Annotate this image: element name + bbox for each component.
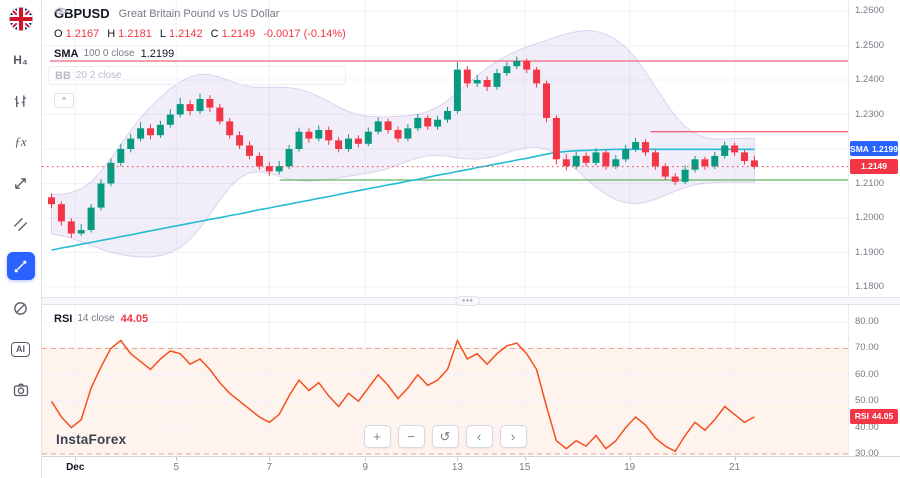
camera-icon [12,381,30,399]
time-axis-label: Dec [66,462,85,473]
ohlc-row: O 1.2167 H 1.2181 L 1.2142 C 1.2149 -0.0017 … [54,26,346,41]
bars-chart-icon [12,93,29,110]
eraser-tool-button[interactable] [7,295,35,321]
time-axis-tick [629,457,631,461]
rsi-axis[interactable]: RSI 44.05 80.00 70.00 60.00 50.00 40.00 30.00 [848,305,900,459]
pattern-tool-button-active[interactable] [6,252,35,280]
rsi-axis-label: 70.00 [855,342,879,354]
scroll-right-button[interactable]: › [499,425,527,448]
price-axis-label: 1.2100 [855,177,885,189]
indicators-fx-label: ƒx [14,134,27,149]
price-axis-label: 1.1900 [855,246,885,258]
sma-indicator-params: 100 0 close [83,48,135,59]
bb-indicator-params: 20 2 close [75,70,122,81]
high-label: H [107,27,116,40]
open-value: 1.2167 [65,27,100,40]
symbol-name: GBPUSD [54,6,110,21]
zoom-out-button[interactable]: − [397,425,425,448]
sma-legend-row[interactable]: SMA 100 0 close 1.2199 [54,46,346,61]
time-axis-tick [734,457,736,461]
main-chart-pane[interactable]: GBPUSD Great Britain Pound vs US Dollar … [42,0,900,297]
rsi-axis-label: 50.00 [855,395,879,407]
price-axis-label: 1.2600 [855,5,885,16]
bb-legend-row[interactable]: BB 20 2 close [48,7,346,85]
diagonal-arrows-icon [12,175,29,192]
rsi-legend-row[interactable]: RSI 14 close 44.05 [54,311,148,326]
pane-separator: ••• [42,296,900,306]
slash-circle-icon [12,300,29,317]
time-axis-tick [365,457,367,461]
rsi-axis-label: 60.00 [855,368,879,380]
close-value: 1.2149 [221,27,256,40]
time-axis-label: 5 [173,462,180,473]
indicators-button[interactable]: ƒx [7,129,35,155]
scroll-left-button[interactable]: ‹ [465,425,493,448]
time-axis-tick [269,457,271,461]
low-label: L [159,27,166,40]
time-axis-tick [75,457,77,461]
time-axis-label: 15 [519,462,531,473]
low-value: 1.2142 [168,27,203,40]
legend-collapse-button[interactable]: ^ [54,93,74,108]
brush-tool-button[interactable] [7,211,35,237]
time-axis-label: 21 [729,462,741,473]
rsi-axis-label: 40.00 [855,421,879,433]
timeframe-button[interactable]: H₄ [7,47,35,73]
bb-indicator-name: BB [55,69,71,82]
trend-segment-icon [12,258,29,275]
last-price-badge: 1.2149 [850,158,898,174]
price-axis-label: 1.1800 [855,281,885,292]
rsi-axis-label: 30.00 [855,448,879,459]
zoom-in-button[interactable]: + [363,425,391,448]
time-axis-tick [176,457,178,461]
rsi-indicator-name: RSI [54,312,73,325]
price-axis-label: 1.2400 [855,74,885,85]
time-axis[interactable]: Dec 5 7 9 13 15 19 21 [42,456,900,478]
timeframe-label: H₄ [13,53,28,67]
rsi-axis-label: 80.00 [855,316,879,327]
time-axis-label: 9 [362,462,369,473]
pane-resize-handle[interactable]: ••• [455,296,481,306]
time-axis-label: 19 [624,462,636,473]
price-axis[interactable]: SMA 1.2199 1.2149 1.2600 1.2500 1.2400 1.230… [848,0,900,297]
rsi-indicator-value: 44.05 [120,312,149,325]
sma-indicator-value: 1.2199 [140,47,175,60]
price-axis-label: 1.2300 [855,108,885,120]
candlestick-chart[interactable] [42,0,848,297]
chevron-up-icon: ^ [62,96,66,105]
chart-region: GBPUSD Great Britain Pound vs US Dollar … [42,0,900,478]
price-axis-label: 1.2500 [855,39,885,51]
trend-line-tool-button[interactable] [7,170,35,196]
time-axis-tick [457,457,459,461]
account-flag-button[interactable] [7,6,35,32]
sma-price-badge: SMA 1.2199 [850,141,898,157]
symbol-row[interactable]: GBPUSD Great Britain Pound vs US Dollar [54,6,346,21]
symbol-description: Great Britain Pound vs US Dollar [118,7,280,20]
time-axis-tick [524,457,526,461]
chart-legend: GBPUSD Great Britain Pound vs US Dollar … [48,6,346,90]
ai-label: AI [11,341,30,357]
high-value: 1.2181 [118,27,152,40]
chart-type-button[interactable] [7,88,35,114]
rsi-pane[interactable]: RSI 14 close 44.05 InstaForex + − ↺ ‹ › … [42,305,900,459]
snapshot-tool-button[interactable] [7,377,35,403]
close-label: C [210,27,219,40]
broker-watermark: InstaForex [56,432,127,447]
time-axis-label: 13 [451,462,463,473]
time-axis-label: 7 [266,462,273,473]
price-axis-label: 1.2000 [855,212,885,223]
ai-tool-button[interactable]: AI [7,336,35,362]
rsi-badge: RSI 44.05 [850,408,898,424]
rsi-indicator-params: 14 close [77,313,115,324]
left-toolbar: H₄ ƒx [0,0,42,478]
hatch-lines-icon [12,216,29,233]
reset-view-button[interactable]: ↺ [431,425,459,448]
sma-indicator-name: SMA [54,47,79,60]
change-value: -0.0017 (-0.14%) [263,27,346,40]
uk-flag-icon [8,6,34,32]
chart-nav-toolbar: + − ↺ ‹ › [42,425,848,448]
open-label: O [54,27,63,40]
